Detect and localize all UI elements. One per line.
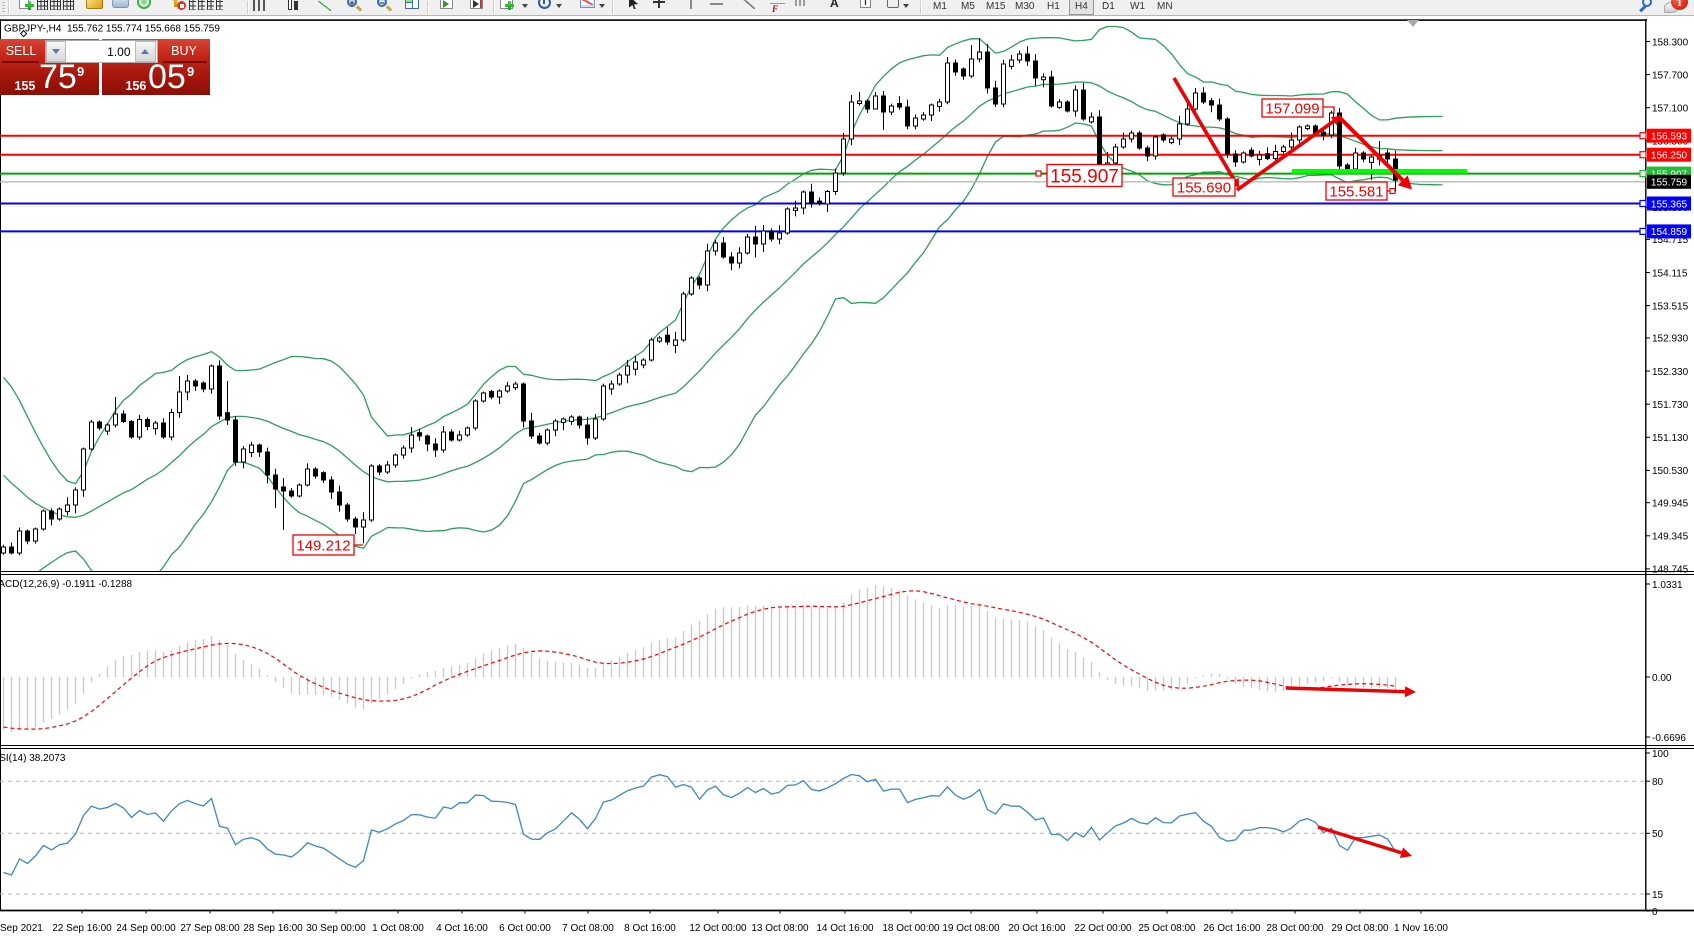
svg-text:27 Sep 08:00: 27 Sep 08:00 <box>180 923 240 934</box>
svg-text:155.365: 155.365 <box>1651 199 1688 210</box>
svg-text:152.930: 152.930 <box>1652 334 1689 345</box>
svg-text:25 Oct 08:00: 25 Oct 08:00 <box>1138 923 1196 934</box>
svg-text:-0.6696: -0.6696 <box>1652 733 1686 744</box>
svg-text:158.300: 158.300 <box>1652 37 1689 48</box>
svg-text:153.515: 153.515 <box>1652 301 1689 312</box>
svg-text:1 Oct 08:00: 1 Oct 08:00 <box>372 923 424 934</box>
svg-text:155.690: 155.690 <box>1177 179 1231 196</box>
svg-text:GBPJPY-,H4 155.762 155.774 15: GBPJPY-,H4 155.762 155.774 155.668 155.7… <box>4 24 220 35</box>
svg-text:151.130: 151.130 <box>1652 433 1689 444</box>
svg-text:0: 0 <box>1652 907 1658 918</box>
svg-text:29 Oct 08:00: 29 Oct 08:00 <box>1331 923 1389 934</box>
svg-text:154.859: 154.859 <box>1651 227 1688 238</box>
svg-text:149.345: 149.345 <box>1652 532 1689 543</box>
svg-text:148.745: 148.745 <box>1652 565 1689 576</box>
svg-text:26 Oct 16:00: 26 Oct 16:00 <box>1203 923 1261 934</box>
svg-text:7 Oct 08:00: 7 Oct 08:00 <box>562 923 614 934</box>
svg-text:22 Oct 00:00: 22 Oct 00:00 <box>1074 923 1132 934</box>
svg-text:12 Oct 00:00: 12 Oct 00:00 <box>689 923 747 934</box>
svg-text:13 Oct 08:00: 13 Oct 08:00 <box>751 923 809 934</box>
svg-text:4 Oct 16:00: 4 Oct 16:00 <box>436 923 488 934</box>
svg-text:149.945: 149.945 <box>1652 499 1689 510</box>
svg-text:28 Oct 00:00: 28 Oct 00:00 <box>1266 923 1324 934</box>
svg-text:20 Oct 16:00: 20 Oct 16:00 <box>1008 923 1066 934</box>
svg-text:157.100: 157.100 <box>1652 104 1689 115</box>
svg-text:28 Sep 16:00: 28 Sep 16:00 <box>243 923 303 934</box>
svg-text:154.715: 154.715 <box>1652 235 1689 246</box>
svg-text:152.330: 152.330 <box>1652 367 1689 378</box>
svg-text:24 Sep 00:00: 24 Sep 00:00 <box>116 923 176 934</box>
svg-text:14 Oct 16:00: 14 Oct 16:00 <box>816 923 874 934</box>
svg-text:80: 80 <box>1652 777 1664 788</box>
svg-text:151.730: 151.730 <box>1652 400 1689 411</box>
svg-text:157.700: 157.700 <box>1652 70 1689 81</box>
svg-text:149.212: 149.212 <box>296 537 350 554</box>
svg-text:155.581: 155.581 <box>1329 183 1383 200</box>
svg-text:MACD(12,26,9) -0.1911 -0.1288: MACD(12,26,9) -0.1911 -0.1288 <box>0 579 133 590</box>
svg-text:8 Oct 16:00: 8 Oct 16:00 <box>624 923 676 934</box>
svg-text:22 Sep 16:00: 22 Sep 16:00 <box>52 923 112 934</box>
svg-text:15: 15 <box>1652 890 1664 901</box>
svg-text:150.530: 150.530 <box>1652 466 1689 477</box>
svg-text:156.593: 156.593 <box>1651 132 1688 143</box>
svg-text:156.250: 156.250 <box>1651 151 1688 162</box>
svg-text:0.00: 0.00 <box>1652 673 1672 684</box>
svg-text:30 Sep 00:00: 30 Sep 00:00 <box>306 923 366 934</box>
svg-text:50: 50 <box>1652 829 1664 840</box>
svg-text:155.907: 155.907 <box>1050 166 1119 187</box>
svg-text:154.115: 154.115 <box>1652 268 1688 279</box>
svg-text:RSI(14) 38.2073: RSI(14) 38.2073 <box>0 753 66 764</box>
svg-text:1.0331: 1.0331 <box>1652 580 1683 591</box>
svg-text:6 Oct 00:00: 6 Oct 00:00 <box>499 923 551 934</box>
svg-text:Sep 2021: Sep 2021 <box>0 923 43 934</box>
svg-text:157.099: 157.099 <box>1265 100 1319 117</box>
svg-text:18 Oct 00:00: 18 Oct 00:00 <box>882 923 940 934</box>
svg-text:155.759: 155.759 <box>1651 178 1688 189</box>
svg-text:100: 100 <box>1652 749 1669 760</box>
svg-text:1 Nov 16:00: 1 Nov 16:00 <box>1394 923 1448 934</box>
svg-text:19 Oct 08:00: 19 Oct 08:00 <box>942 923 1000 934</box>
